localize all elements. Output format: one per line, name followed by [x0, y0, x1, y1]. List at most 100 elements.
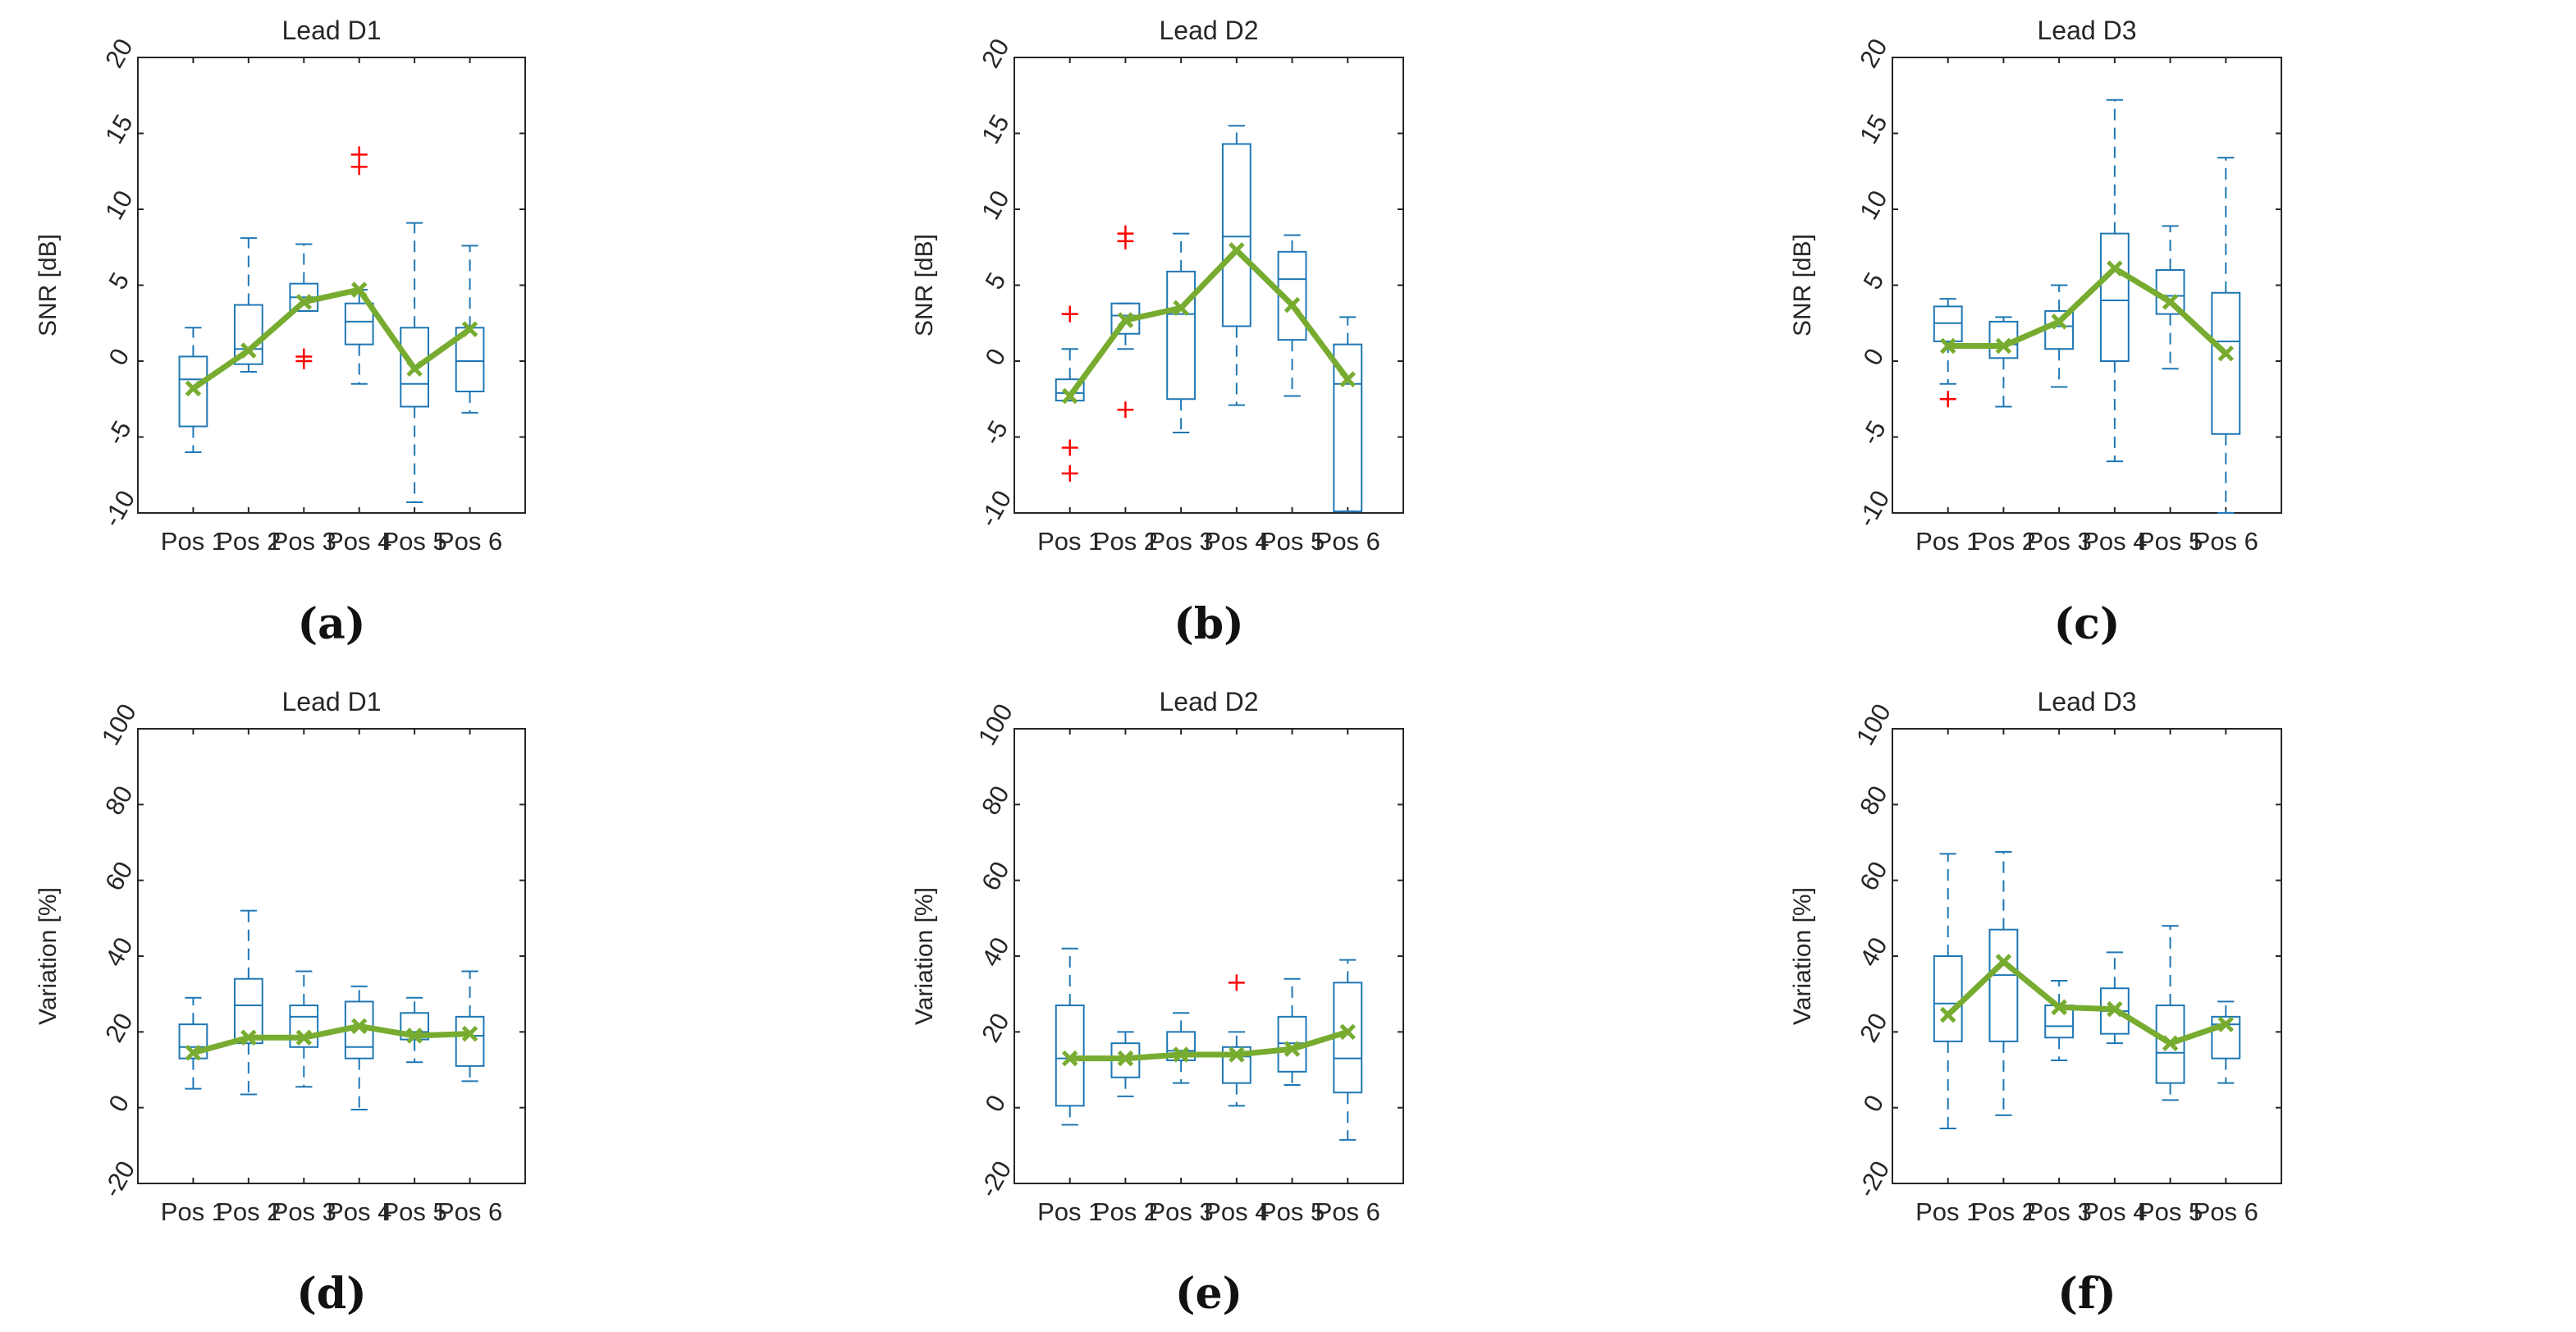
mean-marker — [350, 1018, 368, 1035]
box-body — [2211, 1015, 2241, 1060]
box-body — [1221, 1046, 1251, 1084]
box-5: Pos 5 — [2138, 57, 2203, 556]
box-2: Pos 2 — [1093, 57, 1158, 556]
y-tick-label: 20 — [976, 34, 1015, 72]
panel-label: (b) — [1174, 599, 1244, 649]
y-tick-label: 40 — [1854, 932, 1893, 971]
box-4: Pos 4 — [327, 57, 391, 556]
y-tick-label: 0 — [103, 1090, 135, 1116]
box-5: Pos 5 — [382, 729, 447, 1226]
box-body — [344, 302, 374, 346]
x-tick-label: Pos 3 — [2027, 527, 2092, 556]
y-tick-label: 5 — [103, 268, 135, 294]
mean-marker — [2162, 1035, 2179, 1051]
box-4: Pos 4 — [2082, 57, 2147, 556]
x-tick-label: Pos 2 — [216, 527, 281, 556]
mean-line — [1069, 1028, 1349, 1062]
mean-marker — [1061, 1050, 1078, 1067]
y-tick-label: -20 — [98, 1156, 141, 1202]
box-1: Pos 1 — [1915, 57, 1980, 556]
chart-title: Lead D3 — [2038, 16, 2137, 45]
y-tick-label: 80 — [1854, 780, 1893, 819]
x-tick-label: Pos 6 — [437, 1197, 502, 1226]
box-3: Pos 3 — [272, 729, 336, 1226]
x-tick-label: Pos 2 — [1971, 1197, 2036, 1226]
box-4: Pos 4 — [1204, 729, 1269, 1226]
y-tick-label: 15 — [1854, 110, 1893, 149]
panel-label: (e) — [1175, 1269, 1242, 1319]
outlier-marker — [1117, 225, 1134, 242]
y-tick-label: 20 — [99, 34, 139, 72]
box-body — [178, 355, 208, 428]
mean-marker — [406, 360, 423, 378]
x-tick-label: Pos 6 — [2194, 527, 2258, 556]
mean-marker — [1173, 1046, 1189, 1063]
chart-panel-6: Lead D3 -20 0 20 40 60 80 100 Variation [%] Pos 1… — [1789, 687, 2282, 1319]
box-6: Pos 6 — [2194, 729, 2258, 1226]
mean-line — [1947, 265, 2228, 356]
mean-marker — [240, 1029, 257, 1046]
box-6: Pos 6 — [1315, 57, 1380, 556]
box-body — [2044, 309, 2075, 350]
chart-title: Lead D2 — [1160, 687, 1259, 716]
mean-line — [1067, 247, 1351, 398]
box-body — [2099, 232, 2130, 362]
x-tick-label: Pos 6 — [437, 527, 502, 556]
outlier-marker — [1061, 305, 1078, 323]
mean-marker — [1939, 1006, 1956, 1023]
box-body — [2155, 1005, 2185, 1084]
x-tick-label: Pos 3 — [272, 1197, 336, 1226]
x-tick-label: Pos 6 — [1315, 1197, 1380, 1226]
outlier-marker — [1117, 401, 1134, 419]
outlier-marker — [1228, 974, 1245, 991]
chart-panel-4: Lead D1 -20 0 20 40 60 80 100 Variation [%] Pos 1… — [34, 687, 526, 1319]
chart-title: Lead D1 — [282, 16, 382, 45]
x-tick-label: Pos 4 — [327, 527, 391, 556]
y-axis-label: Variation [%] — [34, 887, 62, 1025]
box-3: Pos 3 — [1149, 57, 1214, 556]
mean-line — [191, 286, 472, 391]
y-tick-label: 60 — [99, 857, 139, 895]
y-tick-label: -20 — [1852, 1156, 1896, 1202]
box-body — [1333, 343, 1363, 513]
mean-marker — [1339, 1023, 1357, 1041]
y-tick-label: 20 — [1854, 34, 1893, 72]
box-body — [1933, 955, 1963, 1042]
x-tick-label: Pos 4 — [2082, 527, 2147, 556]
y-tick-label: 5 — [979, 268, 1011, 294]
y-tick-label: 5 — [1857, 268, 1889, 294]
x-tick-label: Pos 3 — [1149, 527, 1214, 556]
x-tick-label: Pos 1 — [1915, 527, 1980, 556]
mean-line — [192, 1023, 470, 1056]
x-tick-label: Pos 5 — [1260, 1197, 1325, 1226]
box-body — [289, 1005, 319, 1048]
mean-marker — [1283, 296, 1301, 314]
x-tick-label: Pos 1 — [1037, 527, 1102, 556]
outlier-marker — [1061, 439, 1078, 456]
mean-marker — [350, 282, 368, 298]
y-tick-label: 0 — [103, 344, 135, 370]
box-2: Pos 2 — [1971, 729, 2036, 1226]
y-tick-label: 15 — [99, 110, 139, 149]
box-2: Pos 2 — [216, 57, 281, 556]
y-tick-label: -10 — [98, 486, 141, 532]
chart-title: Lead D1 — [282, 687, 382, 716]
chart-title: Lead D3 — [2038, 687, 2137, 716]
mean-marker — [185, 1044, 202, 1061]
y-tick-label: 40 — [99, 932, 139, 971]
y-tick-label: -5 — [1855, 416, 1892, 450]
mean-marker — [1117, 1050, 1134, 1067]
y-tick-label: -20 — [974, 1156, 1018, 1202]
y-axis-label: SNR [dB] — [34, 234, 62, 336]
y-tick-label: -10 — [1852, 486, 1896, 532]
x-tick-label: Pos 6 — [2194, 1197, 2258, 1226]
y-tick-label: 60 — [976, 857, 1015, 895]
plot-axes-box — [1013, 728, 1404, 1184]
mean-marker — [1061, 387, 1078, 405]
y-tick-label: 100 — [972, 699, 1018, 750]
mean-marker — [1939, 337, 1956, 355]
box-6: Pos 6 — [1315, 729, 1380, 1226]
x-tick-label: Pos 6 — [1315, 527, 1380, 556]
box-4: Pos 4 — [1204, 57, 1269, 556]
